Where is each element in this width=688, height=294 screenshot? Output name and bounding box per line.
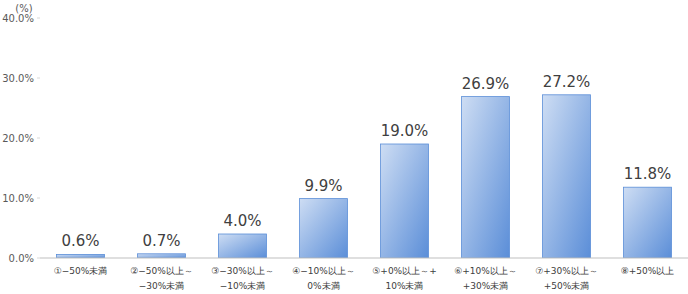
data-label: 9.9% [304,177,342,195]
x-tick-label-line: −10%未満 [220,281,266,291]
x-tick-label-line: ②−50%以上～ [130,266,193,276]
data-label: 19.0% [381,122,429,140]
bar [57,254,105,258]
y-tick [37,258,40,259]
bar [462,97,510,258]
y-tick-label: 10.0% [2,193,34,204]
chart-container: (%)0.0%10.0%20.0%30.0%40.0%0.6%0.7%4.0%9… [0,0,688,294]
x-tick-label: ⑥+10%以上～ +30%未満 [454,266,517,291]
y-tick-label: 40.0% [2,13,34,24]
x-tick-label: ⑤+0%以上～+ 10%未満 [372,266,436,291]
bar [624,187,672,258]
bar [381,144,429,258]
data-label: 27.2% [543,73,591,91]
data-label: 26.9% [462,75,510,93]
y-tick [37,198,40,199]
x-tick-label-line: ⑤+0%以上～+ [372,266,436,276]
data-label: 4.0% [223,212,261,230]
x-tick-label: ①−50%未満 [54,266,108,276]
x-tick-label-line: ⑥+10%以上～ [454,266,517,276]
bar [543,95,591,258]
x-tick-label-line: ⑦+30%以上～ [535,266,598,276]
x-tick-label-line: +50%未満 [544,281,590,291]
x-tick-label-line: 0%未満 [307,281,339,291]
x-tick-label-line: +30%未満 [463,281,509,291]
x-tick-label: ②−50%以上～ −30%未満 [130,266,193,291]
y-tick-label: 20.0% [2,133,34,144]
x-tick-label: ⑦+30%以上～ +50%未満 [535,266,598,291]
data-label: 0.6% [61,232,99,250]
y-tick [37,78,40,79]
x-tick-label-line: ①−50%未満 [54,266,108,276]
y-tick-label: 30.0% [2,73,34,84]
x-tick-label-line: ⑧+50%以上 [621,266,675,276]
bar [138,254,186,258]
x-tick-label: ③−30%以上～ −10%未満 [211,266,274,291]
x-axis-line [40,258,688,259]
data-label: 11.8% [624,165,672,183]
x-tick-label: ⑧+50%以上 [621,266,675,276]
chart-svg: (%)0.0%10.0%20.0%30.0%40.0%0.6%0.7%4.0%9… [0,0,688,294]
y-tick [37,18,40,19]
bar [219,234,267,258]
y-tick-label: 0.0% [9,253,34,264]
x-tick-label-line: 10%未満 [385,281,423,291]
data-label: 0.7% [142,232,180,250]
y-tick [37,138,40,139]
x-tick-label: ④−10%以上～ 0%未満 [292,266,355,291]
bar [300,199,348,258]
x-tick-label-line: ④−10%以上～ [292,266,355,276]
bars [57,95,672,258]
x-tick-label-line: −30%未満 [139,281,185,291]
x-tick-label-line: ③−30%以上～ [211,266,274,276]
